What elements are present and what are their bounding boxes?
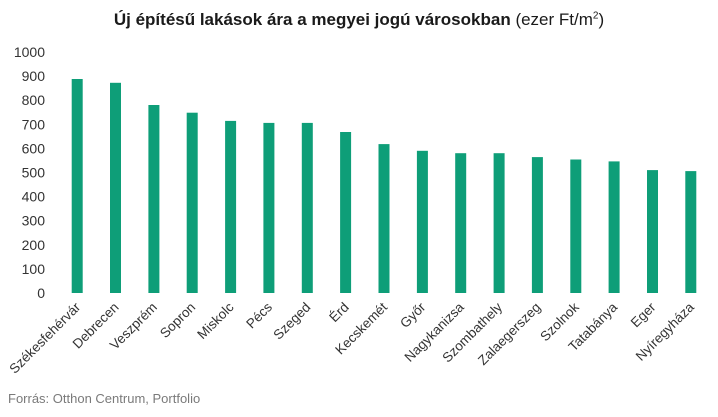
x-tick-label: Sopron bbox=[157, 300, 198, 341]
y-tick-label: 100 bbox=[22, 261, 46, 277]
bar bbox=[493, 153, 505, 293]
x-tick-label: Pécs bbox=[243, 299, 275, 331]
y-tick-label: 800 bbox=[22, 92, 46, 108]
y-tick-label: 500 bbox=[22, 165, 46, 181]
y-tick-label: 1000 bbox=[14, 44, 45, 60]
bars bbox=[71, 79, 697, 294]
bar bbox=[416, 150, 428, 293]
bar bbox=[647, 170, 658, 293]
bar bbox=[570, 159, 582, 293]
x-tick-label: Szeged bbox=[270, 300, 313, 343]
bar bbox=[531, 157, 543, 293]
bar bbox=[148, 105, 160, 293]
y-tick-label: 900 bbox=[22, 68, 46, 84]
chart-title-unit-suffix: ) bbox=[598, 10, 605, 29]
y-tick-label: 700 bbox=[22, 116, 46, 132]
bar bbox=[71, 79, 83, 293]
bar bbox=[263, 122, 275, 294]
bar bbox=[186, 112, 198, 293]
bar bbox=[455, 153, 467, 293]
bar bbox=[225, 120, 237, 294]
bar bbox=[378, 144, 390, 293]
y-tick-label: 400 bbox=[22, 189, 46, 205]
bar bbox=[340, 132, 352, 293]
x-tick-label: Győr bbox=[397, 299, 429, 331]
y-tick-label: 200 bbox=[22, 237, 46, 253]
chart-title-unit-sup: 2 bbox=[592, 10, 599, 22]
chart-title-unit: (ezer Ft/m2) bbox=[515, 10, 604, 29]
chart-title-unit-prefix: (ezer Ft/m bbox=[515, 10, 593, 29]
x-axis: SzékesfehérvárDebrecenVeszprémSopronMisk… bbox=[6, 299, 697, 376]
y-tick-label: 600 bbox=[22, 140, 46, 156]
bar bbox=[301, 122, 313, 294]
bar bbox=[685, 171, 697, 293]
bar bbox=[608, 161, 620, 293]
y-axis: 0 100 200 300 400 500 600 700 800 900 1000 bbox=[14, 44, 45, 301]
y-tick-label: 300 bbox=[22, 213, 46, 229]
x-tick-label: Eger bbox=[628, 299, 659, 330]
chart-title: Új építésű lakások ára a megyei jogú vár… bbox=[0, 10, 718, 30]
x-tick-label: Érd bbox=[326, 300, 351, 325]
y-tick-label: 0 bbox=[37, 285, 45, 301]
source-note: Forrás: Otthon Centrum, Portfolio bbox=[8, 391, 201, 406]
x-tick-label: Miskolc bbox=[194, 299, 237, 342]
chart-title-main: Új építésű lakások ára a megyei jogú vár… bbox=[113, 10, 511, 29]
bar bbox=[110, 82, 121, 293]
